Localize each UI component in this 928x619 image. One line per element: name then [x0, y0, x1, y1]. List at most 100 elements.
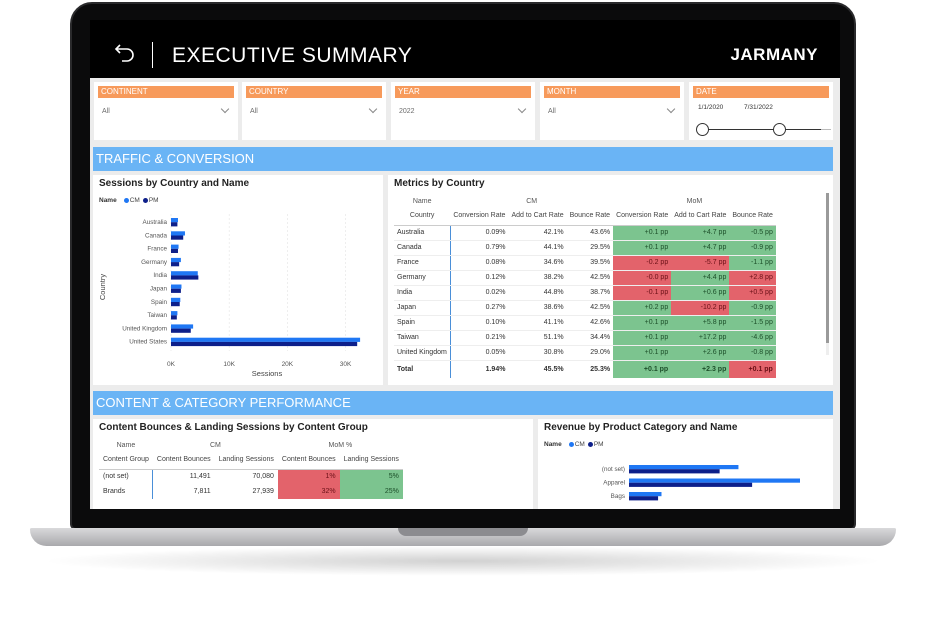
- report-canvas: CONTINENT All COUNTRY All YEAR 2022 MONT…: [90, 78, 840, 509]
- column-header[interactable]: Landing Sessions: [339, 451, 403, 470]
- bar-pm: [171, 288, 181, 293]
- metric-cell: 1.94%: [485, 365, 506, 373]
- metric-cell: 7,811: [193, 488, 211, 495]
- column-header[interactable]: Content Group: [99, 451, 153, 470]
- mom-cell: -0.2 pp: [613, 255, 672, 271]
- bar-cm: [629, 492, 662, 497]
- column-header[interactable]: Content Bounces: [152, 451, 215, 470]
- month-filter[interactable]: MONTH All: [540, 82, 684, 140]
- column-header[interactable]: Bounce Rate: [729, 207, 776, 226]
- bar-cm: [171, 337, 361, 342]
- x-tick-label: 0K: [167, 361, 176, 368]
- table-row[interactable]: India 0.02% 44.8% 38.7% -0.1 pp +0.6 pp +0.5 p…: [394, 285, 776, 301]
- y-tick-label: Australia: [143, 219, 168, 226]
- mom-cell: 25%: [339, 484, 403, 499]
- dashboard-screen: EXECUTIVE SUMMARY JARMANY CONTINENT All …: [90, 20, 840, 509]
- metric-cell: 0.27%: [450, 300, 509, 316]
- metric-cell: 0.09%: [450, 225, 509, 241]
- x-tick-label: 20K: [282, 361, 294, 368]
- mom-cell: -1.5 pp: [729, 315, 776, 331]
- table-row[interactable]: Brands 7,811 27,939 32% 25%: [99, 484, 403, 499]
- table-row[interactable]: United Kingdom 0.05% 30.8% 29.0% +0.1 pp +2.6…: [394, 345, 776, 361]
- metric-cell: 38.7%: [566, 285, 614, 301]
- table-row[interactable]: Spain 0.10% 41.1% 42.6% +0.1 pp +5.8 pp -1.5 p…: [394, 315, 776, 331]
- metric-cell: 38.2%: [508, 270, 567, 286]
- continent-filter[interactable]: CONTINENT All: [94, 82, 238, 140]
- date-start-input[interactable]: 1/1/2020: [698, 104, 724, 111]
- table-scrollbar-thumb[interactable]: [826, 193, 829, 343]
- column-header[interactable]: Landing Sessions: [214, 451, 278, 470]
- year-filter[interactable]: YEAR 2022: [391, 82, 535, 140]
- y-tick-label: (not set): [602, 466, 625, 473]
- mom-cell: +5.8 pp: [671, 315, 730, 331]
- metric-cell: 41.1%: [508, 315, 567, 331]
- country-cell: Taiwan: [394, 330, 451, 346]
- content-group-cell: (not set): [99, 469, 154, 484]
- metric-cell: 39.5%: [566, 255, 614, 271]
- metric-cell: 42.1%: [508, 225, 567, 241]
- mom-cell: +0.1 pp: [613, 330, 672, 346]
- chevron-down-icon[interactable]: [666, 104, 676, 114]
- column-header[interactable]: Add to Cart Rate: [671, 207, 730, 226]
- metric-cell: 0.08%: [450, 255, 509, 271]
- table-row[interactable]: Germany 0.12% 38.2% 42.5% -0.0 pp +4.4 pp +2.8…: [394, 270, 776, 286]
- filter-label: YEAR: [395, 86, 531, 98]
- metric-cell: 45.5%: [543, 365, 564, 373]
- legend-title: Name: [544, 441, 562, 448]
- column-header[interactable]: Bounce Rate: [566, 207, 614, 226]
- table-row[interactable]: Taiwan 0.21% 51.1% 34.4% +0.1 pp +17.2 pp -4.6…: [394, 330, 776, 346]
- metrics-table: Name CM MoM Country Conversion Rate Add …: [394, 195, 776, 378]
- mom-cell: +0.5 pp: [729, 285, 776, 301]
- table-row[interactable]: Australia 0.09% 42.1% 43.6% +0.1 pp +4.7 pp -0…: [394, 225, 776, 241]
- filter-label: COUNTRY: [246, 86, 382, 98]
- bar-cm: [629, 465, 739, 470]
- date-slider-end-handle[interactable]: [773, 123, 786, 136]
- column-header[interactable]: Country: [394, 207, 451, 226]
- bar-cm: [171, 284, 182, 289]
- country-cell: United Kingdom: [394, 345, 451, 361]
- table-row[interactable]: Canada 0.79% 44.1% 29.5% +0.1 pp +4.7 pp -0.9 …: [394, 240, 776, 256]
- column-header[interactable]: Conversion Rate: [450, 207, 509, 226]
- metric-cell: 42.5%: [566, 300, 614, 316]
- mom-cell: +4.7 pp: [671, 240, 730, 256]
- metric-cell: 42.6%: [566, 315, 614, 331]
- table-row[interactable]: France 0.08% 34.6% 39.5% -0.2 pp -5.7 pp -1.1 …: [394, 255, 776, 271]
- country-cell: Total: [394, 360, 451, 378]
- mom-cell: -0.5 pp: [729, 225, 776, 241]
- country-filter[interactable]: COUNTRY All: [242, 82, 386, 140]
- table-row[interactable]: Japan 0.27% 38.6% 42.5% +0.2 pp -10.2 pp -0.9 …: [394, 300, 776, 316]
- date-end-input[interactable]: 7/31/2022: [744, 104, 773, 111]
- total-row[interactable]: Total 1.94% 45.5% 25.3% +0.1 pp +2.3 pp +0.1 p…: [394, 360, 776, 378]
- date-slider-start-handle[interactable]: [696, 123, 709, 136]
- group-header-mom: MoM %: [328, 442, 353, 449]
- date-slider-track[interactable]: [703, 129, 821, 130]
- chevron-down-icon[interactable]: [517, 104, 527, 114]
- back-arrow-icon[interactable]: [114, 40, 136, 62]
- mom-cell: -0.9 pp: [729, 300, 776, 316]
- mom-cell: -0.0 pp: [613, 270, 672, 286]
- top-bar: EXECUTIVE SUMMARY JARMANY: [90, 20, 840, 78]
- group-header-name: Name: [412, 197, 432, 205]
- column-header[interactable]: Content Bounces: [277, 451, 340, 470]
- table-row[interactable]: (not set) 11,491 70,080 1% 5%: [99, 469, 403, 484]
- metric-cell: 38.6%: [508, 300, 567, 316]
- mom-cell: +0.2 pp: [613, 300, 672, 316]
- bar-cm: [171, 231, 185, 236]
- bar-pm: [171, 248, 178, 253]
- bar-cm: [171, 324, 194, 329]
- revenue-bar-chart: (not set) Apparel Bags: [602, 465, 800, 501]
- filter-label: DATE: [693, 86, 829, 98]
- date-filter: DATE 1/1/2020 7/31/2022: [689, 82, 833, 140]
- y-tick-label: Germany: [141, 259, 168, 266]
- y-axis-title: Country: [98, 274, 107, 301]
- mom-cell: +0.1 pp: [613, 360, 672, 378]
- mom-cell: -5.7 pp: [671, 255, 730, 271]
- bar-cm: [171, 257, 181, 263]
- chevron-down-icon[interactable]: [220, 104, 230, 114]
- bar-pm: [629, 496, 659, 501]
- column-header[interactable]: Add to Cart Rate: [508, 207, 567, 226]
- metric-cell: 11,491: [189, 473, 211, 481]
- chevron-down-icon[interactable]: [368, 104, 378, 114]
- column-header[interactable]: Conversion Rate: [613, 207, 672, 226]
- mom-cell: +2.6 pp: [671, 345, 730, 361]
